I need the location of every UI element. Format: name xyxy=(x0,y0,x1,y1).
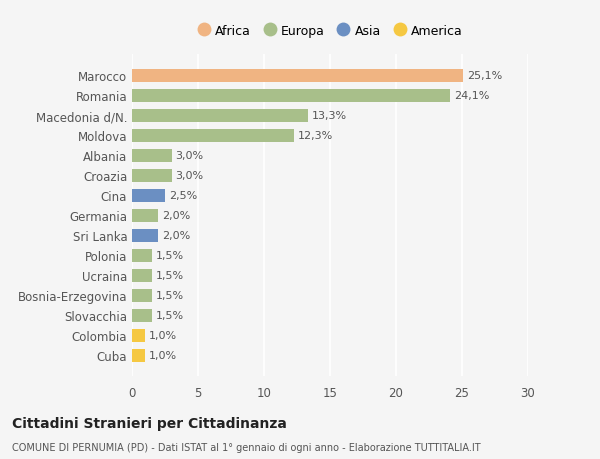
Bar xyxy=(132,229,158,242)
Text: 2,5%: 2,5% xyxy=(169,191,197,201)
Bar xyxy=(132,150,172,162)
Bar xyxy=(132,90,450,102)
Text: 13,3%: 13,3% xyxy=(311,111,347,121)
Bar xyxy=(132,349,145,362)
Bar xyxy=(132,269,152,282)
Bar xyxy=(132,209,158,222)
Bar xyxy=(132,169,172,182)
Bar xyxy=(132,129,295,142)
Text: 24,1%: 24,1% xyxy=(454,91,490,101)
Text: 1,5%: 1,5% xyxy=(156,291,184,301)
Text: 2,0%: 2,0% xyxy=(163,231,191,241)
Text: Cittadini Stranieri per Cittadinanza: Cittadini Stranieri per Cittadinanza xyxy=(12,416,287,430)
Bar xyxy=(132,329,145,342)
Text: 1,0%: 1,0% xyxy=(149,350,177,360)
Bar xyxy=(132,249,152,262)
Legend: Africa, Europa, Asia, America: Africa, Europa, Asia, America xyxy=(193,20,467,43)
Bar xyxy=(132,70,463,83)
Text: 25,1%: 25,1% xyxy=(467,71,503,81)
Text: 1,5%: 1,5% xyxy=(156,270,184,280)
Text: 3,0%: 3,0% xyxy=(176,171,203,181)
Text: COMUNE DI PERNUMIA (PD) - Dati ISTAT al 1° gennaio di ogni anno - Elaborazione T: COMUNE DI PERNUMIA (PD) - Dati ISTAT al … xyxy=(12,442,481,452)
Text: 1,0%: 1,0% xyxy=(149,330,177,340)
Text: 1,5%: 1,5% xyxy=(156,251,184,261)
Bar xyxy=(132,309,152,322)
Text: 1,5%: 1,5% xyxy=(156,310,184,320)
Bar xyxy=(132,110,308,123)
Text: 12,3%: 12,3% xyxy=(298,131,334,141)
Text: 2,0%: 2,0% xyxy=(163,211,191,221)
Bar xyxy=(132,189,165,202)
Text: 3,0%: 3,0% xyxy=(176,151,203,161)
Bar xyxy=(132,289,152,302)
